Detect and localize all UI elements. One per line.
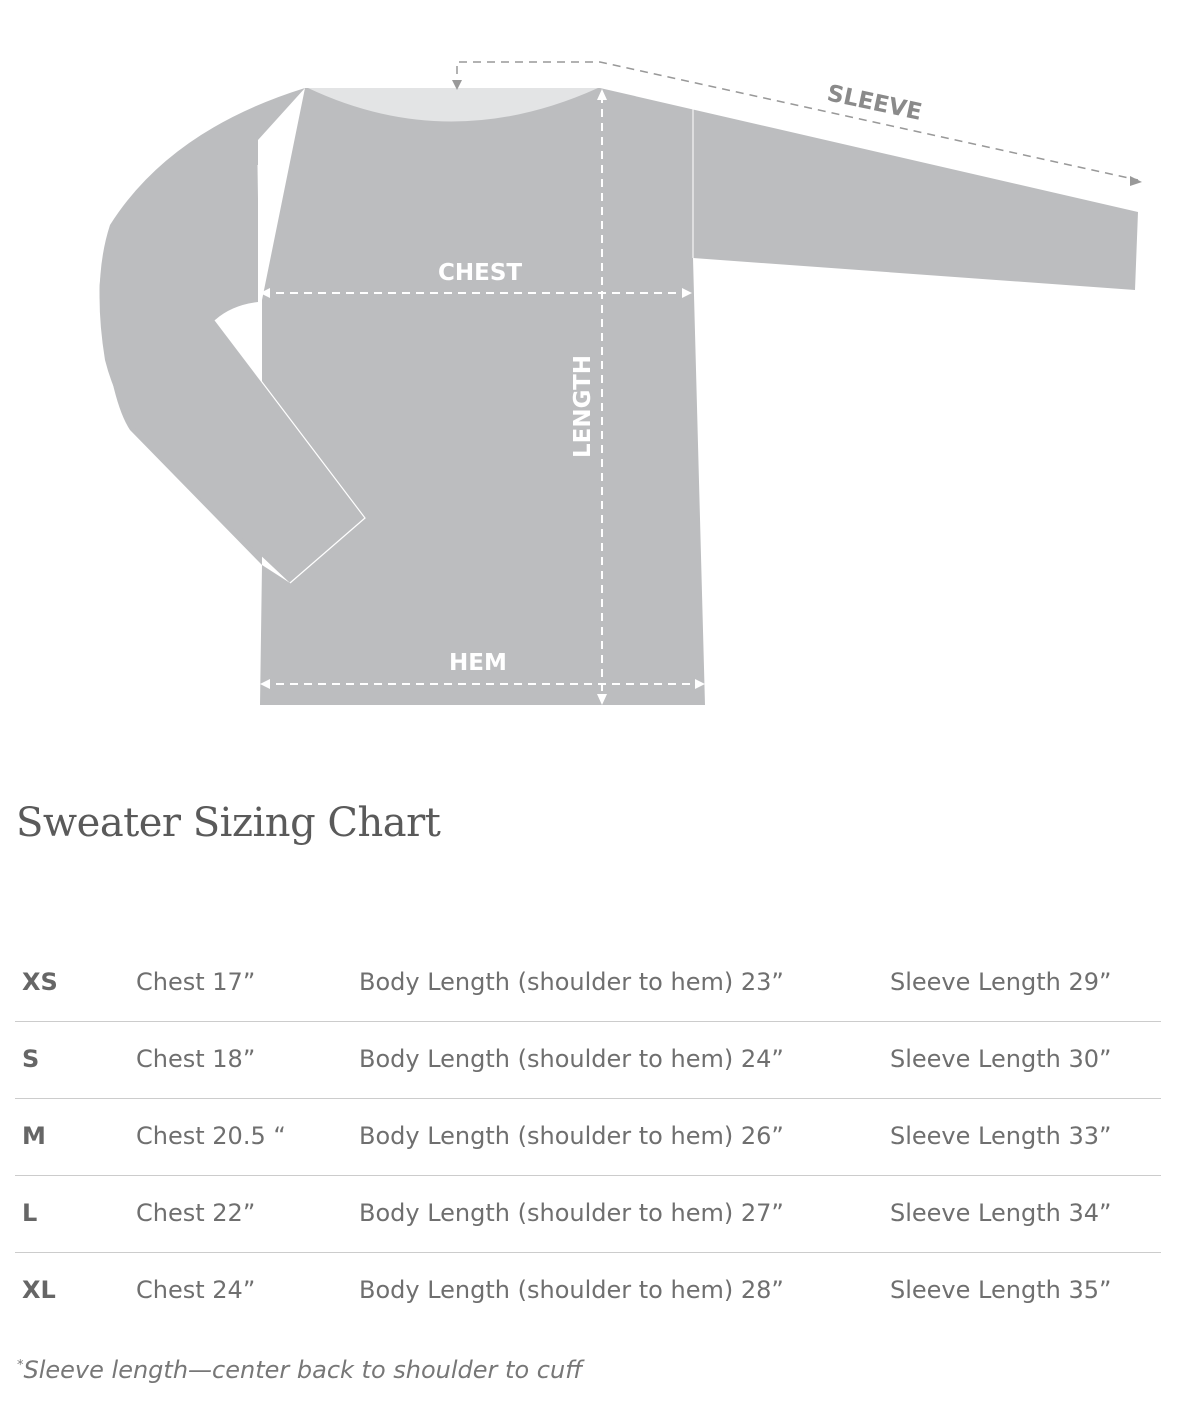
measure-lines — [262, 95, 703, 700]
chest-cell: Chest 17” — [136, 968, 256, 996]
body-length-cell: Body Length (shoulder to hem) 28” — [359, 1276, 784, 1304]
sleeve-length-cell: Sleeve Length 30” — [890, 1045, 1112, 1073]
size-cell: L — [22, 1199, 38, 1227]
chest-label: CHEST — [438, 260, 522, 286]
hem-label: HEM — [449, 650, 507, 676]
footnote: *Sleeve length—center back to shoulder t… — [17, 1356, 582, 1384]
length-label: LENGTH — [570, 355, 596, 458]
size-cell: M — [22, 1122, 46, 1150]
sleeve-length-cell: Sleeve Length 34” — [890, 1199, 1112, 1227]
sweater-garment — [99, 88, 1138, 705]
sleeve-length-cell: Sleeve Length 35” — [890, 1276, 1112, 1304]
size-table: XS Chest 17” Body Length (shoulder to hem)… — [15, 945, 1161, 1329]
table-row: L Chest 22” Body Length (shoulder to hem) … — [15, 1176, 1161, 1253]
table-row: XS Chest 17” Body Length (shoulder to hem)… — [15, 945, 1161, 1022]
sleeve-length-cell: Sleeve Length 29” — [890, 968, 1112, 996]
chest-cell: Chest 22” — [136, 1199, 256, 1227]
body-length-cell: Body Length (shoulder to hem) 27” — [359, 1199, 784, 1227]
chest-cell: Chest 18” — [136, 1045, 256, 1073]
chest-cell: Chest 20.5 “ — [136, 1122, 286, 1150]
size-cell: XL — [22, 1276, 56, 1304]
body-length-cell: Body Length (shoulder to hem) 26” — [359, 1122, 784, 1150]
size-cell: XS — [22, 968, 58, 996]
table-row: S Chest 18” Body Length (shoulder to hem) … — [15, 1022, 1161, 1099]
body-length-cell: Body Length (shoulder to hem) 24” — [359, 1045, 784, 1073]
body-length-cell: Body Length (shoulder to hem) 23” — [359, 968, 784, 996]
sweater-diagram: SLEEVE CHEST HEM LENGTH — [99, 61, 1142, 705]
sleeve-length-cell: Sleeve Length 33” — [890, 1122, 1112, 1150]
neckline — [308, 88, 598, 122]
chest-cell: Chest 24” — [136, 1276, 256, 1304]
table-row: M Chest 20.5 “ Body Length (shoulder to he… — [15, 1099, 1161, 1176]
footnote-marker: * — [17, 1358, 24, 1373]
footnote-text: Sleeve length—center back to shoulder to… — [23, 1356, 583, 1384]
table-row: XL Chest 24” Body Length (shoulder to hem)… — [15, 1253, 1161, 1329]
page-title: Sweater Sizing Chart — [16, 800, 441, 846]
sleeve-label: SLEEVE — [825, 80, 924, 125]
size-cell: S — [22, 1045, 40, 1073]
